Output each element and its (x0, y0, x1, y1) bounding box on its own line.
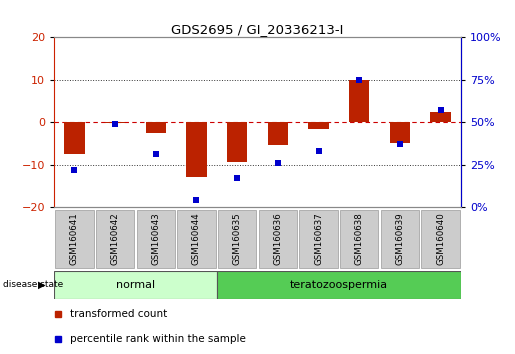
Text: GSM160639: GSM160639 (396, 212, 404, 265)
Text: disease state: disease state (3, 280, 63, 290)
Text: teratozoospermia: teratozoospermia (290, 280, 388, 290)
Text: percentile rank within the sample: percentile rank within the sample (71, 333, 246, 344)
Bar (381, 210, 419, 268)
Bar (64, 122, 84, 154)
Text: GSM160638: GSM160638 (355, 212, 364, 265)
Bar (218, 210, 256, 268)
Text: GSM160644: GSM160644 (192, 212, 201, 265)
Bar (105, 122, 125, 124)
Bar (217, 271, 461, 299)
Text: GSM160642: GSM160642 (111, 212, 119, 265)
Text: GSM160643: GSM160643 (151, 212, 160, 265)
Bar (259, 210, 297, 268)
Bar (54, 271, 217, 299)
Text: GSM160640: GSM160640 (436, 212, 445, 265)
Bar (177, 210, 216, 268)
Bar (431, 112, 451, 122)
Title: GDS2695 / GI_20336213-I: GDS2695 / GI_20336213-I (171, 23, 344, 36)
Bar (340, 210, 379, 268)
Bar (96, 210, 134, 268)
Bar (227, 122, 247, 162)
Text: normal: normal (116, 280, 155, 290)
Text: transformed count: transformed count (71, 309, 167, 320)
Bar (308, 122, 329, 129)
Bar (349, 80, 369, 122)
Bar (136, 210, 175, 268)
Text: GSM160635: GSM160635 (233, 212, 242, 265)
Bar (146, 122, 166, 133)
Bar (186, 122, 207, 177)
Bar (299, 210, 338, 268)
Text: ▶: ▶ (38, 280, 46, 290)
Text: GSM160636: GSM160636 (273, 212, 282, 265)
Bar (55, 210, 94, 268)
Text: GSM160641: GSM160641 (70, 212, 79, 265)
Text: GSM160637: GSM160637 (314, 212, 323, 265)
Bar (421, 210, 460, 268)
Bar (268, 122, 288, 145)
Bar (390, 122, 410, 143)
